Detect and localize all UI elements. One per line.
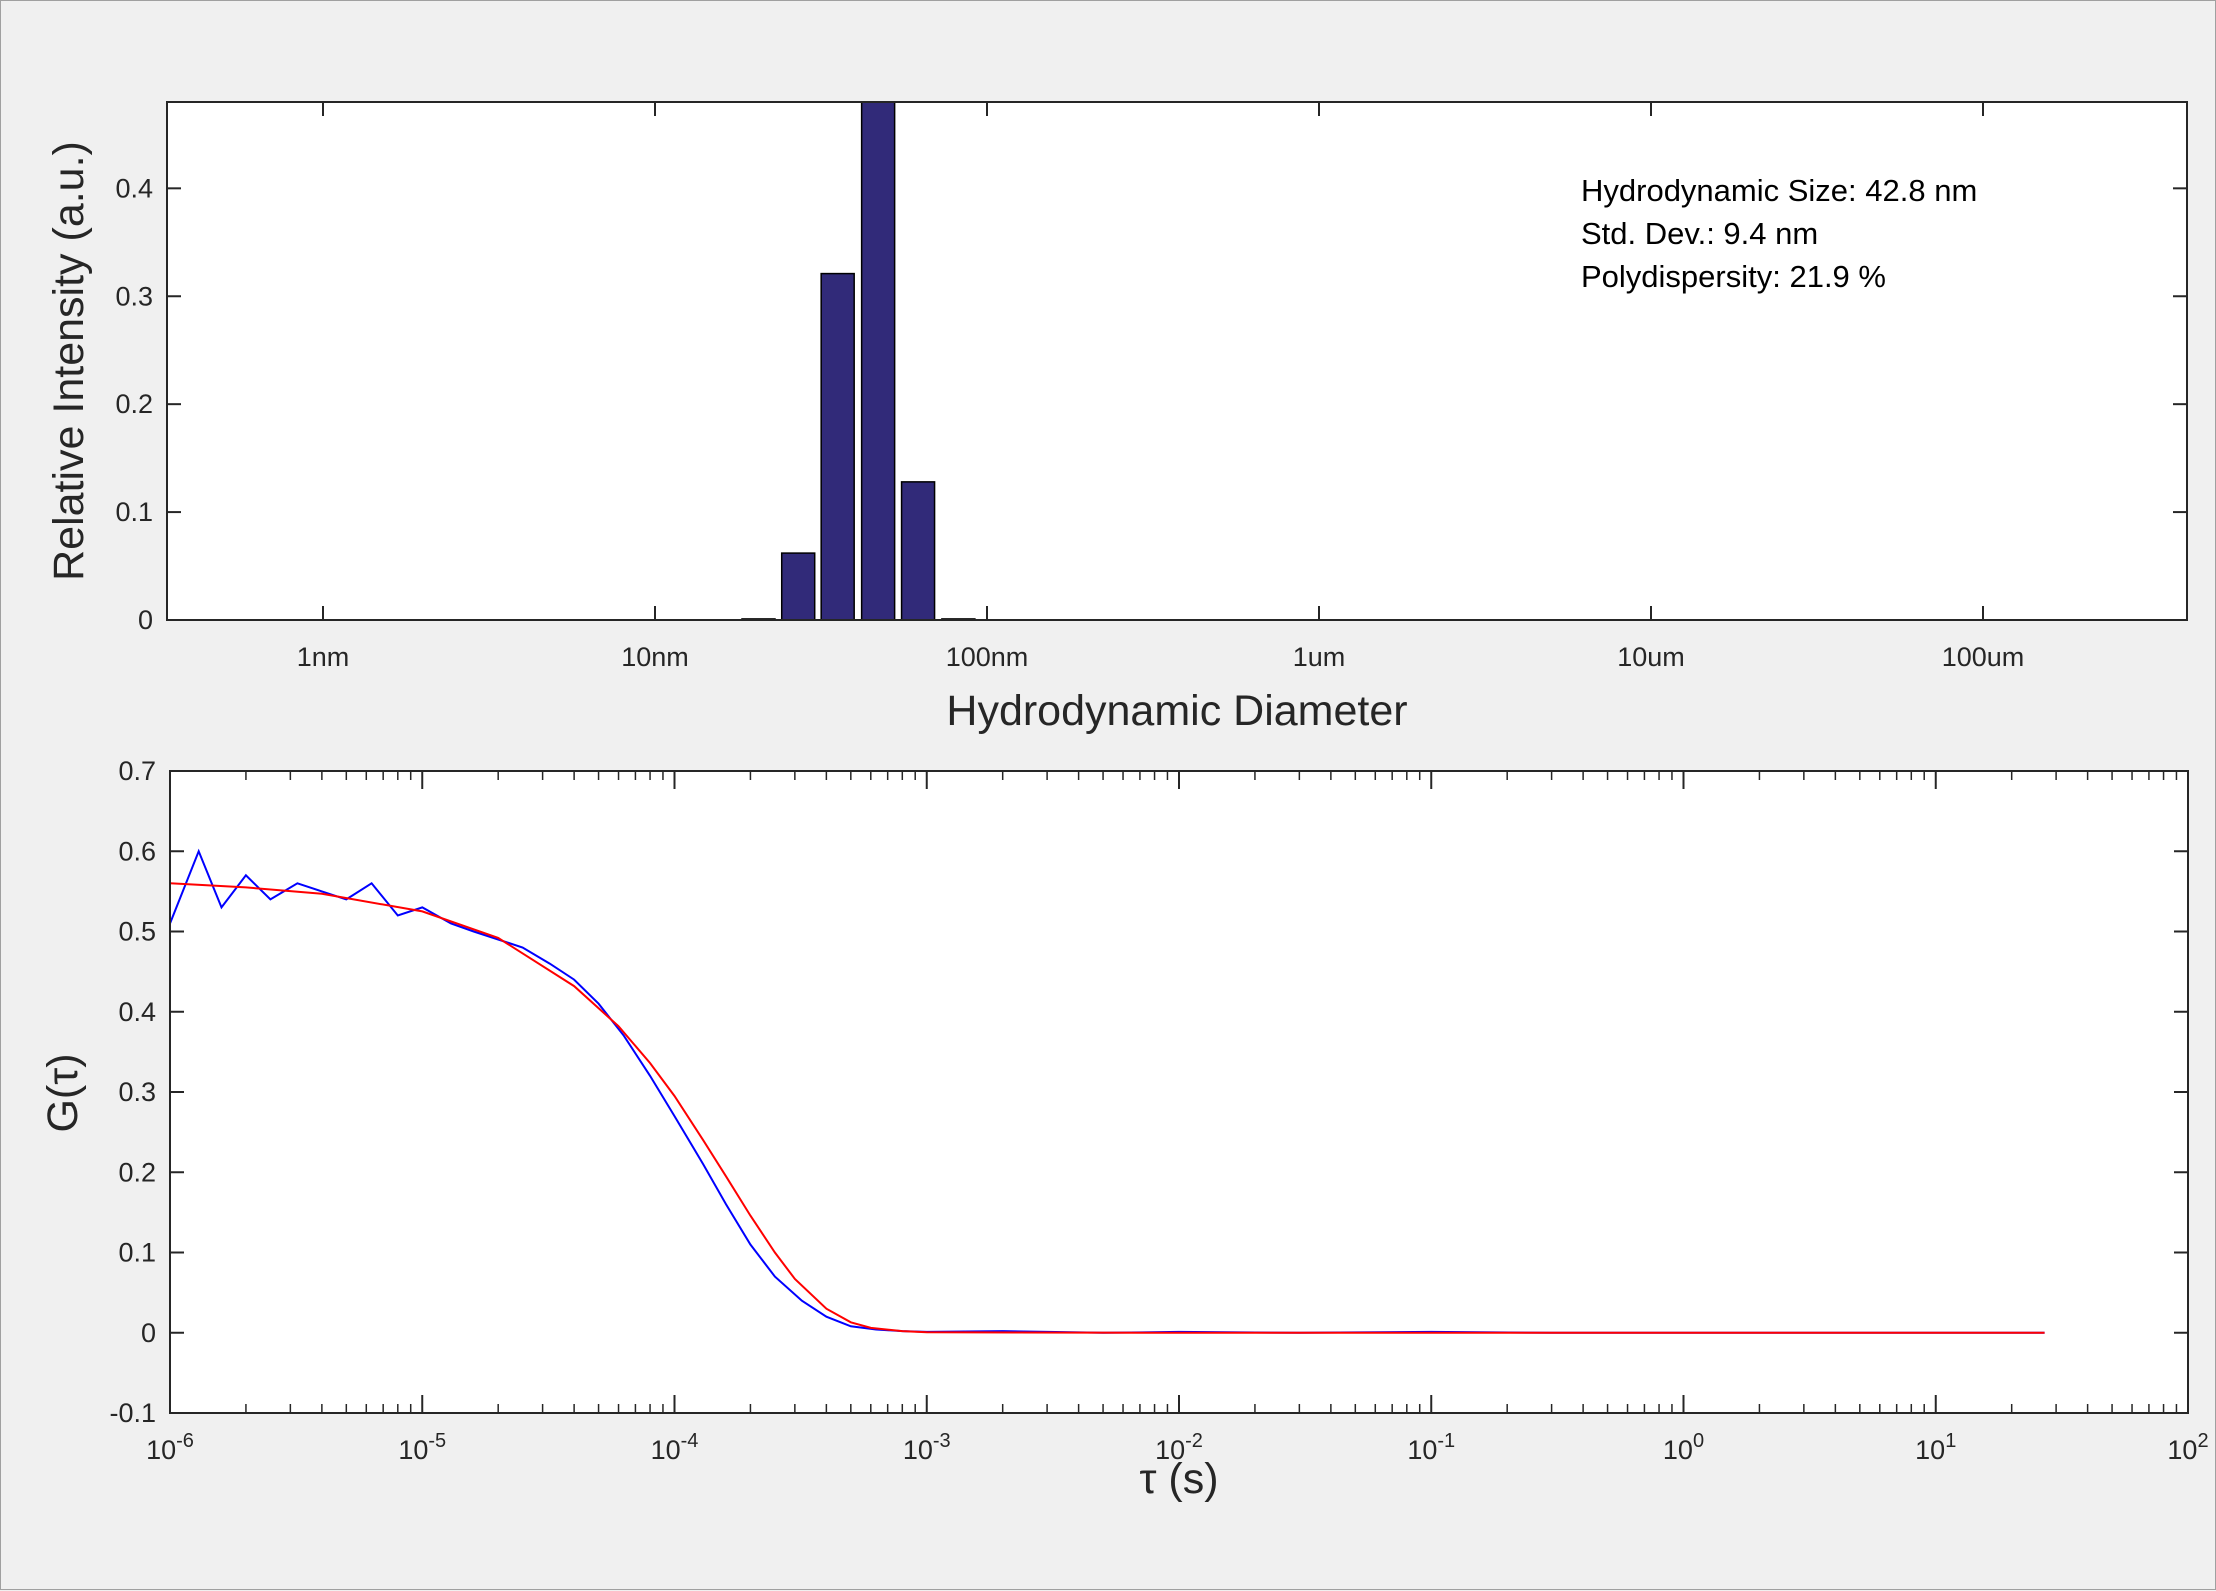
y-tick-label: -0.1	[109, 1398, 156, 1428]
size-distribution-axes: 0 0.1 0.2 0.3 0.4 1nm 10nm 100nm 1um 10um 100um Hy…	[45, 101, 2188, 735]
x-tick-label: 10-1	[1407, 1430, 1455, 1465]
x-tick-label: 100um	[1942, 642, 2025, 672]
x-tick-label: 101	[1915, 1430, 1956, 1465]
correlation-axes: -0.1 0 0.1 0.2 0.3 0.4 0.5 0.6 0.7 10-6 10-5 10-4 10…	[39, 756, 2209, 1503]
fit-curve	[169, 882, 2045, 1334]
x-tick-label: 10-2	[1155, 1430, 1203, 1465]
y-tick-label: 0.4	[115, 173, 153, 203]
g-tau-y-axis-label: G(τ)	[39, 1053, 87, 1132]
x-tick-label: 10um	[1617, 642, 1685, 672]
size-distribution-plot-area	[167, 102, 2187, 620]
hydrodynamic-size-text: Hydrodynamic Size: 42.8 nm	[1581, 173, 1977, 208]
x-tick-label: 100	[1663, 1430, 1704, 1465]
y-tick-label: 0	[138, 605, 153, 635]
y-tick-label: 0.5	[118, 917, 156, 947]
correlation-plot-area	[170, 771, 2188, 1413]
x-tick-label: 1um	[1293, 642, 1346, 672]
correlation-ticks: -0.1 0 0.1 0.2 0.3 0.4 0.5 0.6 0.7 10-6 10-5 10-4 10…	[109, 756, 2208, 1465]
size-bar	[780, 552, 816, 621]
size-bar	[860, 101, 896, 621]
size-distribution-axes-box	[166, 101, 2188, 621]
correlation-curves	[169, 848, 2045, 1334]
y-tick-label: 0.1	[118, 1238, 156, 1268]
polydispersity-text: Polydispersity: 21.9 %	[1581, 259, 1886, 294]
std-dev-text: Std. Dev.: 9.4 nm	[1581, 216, 1818, 251]
x-tick-label: 100nm	[946, 642, 1029, 672]
y-tick-label: 0.7	[118, 756, 156, 786]
y-tick-label: 0.6	[118, 836, 156, 866]
x-tick-label: 102	[2167, 1430, 2208, 1465]
tau-x-axis-label: τ (s)	[1139, 1455, 1218, 1503]
x-tick-label: 10-6	[146, 1430, 194, 1465]
x-tick-label: 10-5	[398, 1430, 446, 1465]
y-tick-label: 0.2	[115, 389, 153, 419]
y-tick-label: 0.3	[118, 1077, 156, 1107]
size-distribution-ticks: 0 0.1 0.2 0.3 0.4 1nm 10nm 100nm 1um 10um 100um	[115, 102, 2187, 672]
size-y-axis-label: Relative Intensity (a.u.)	[45, 141, 93, 581]
x-tick-label: 1nm	[297, 642, 350, 672]
x-tick-label: 10-4	[651, 1430, 699, 1465]
y-tick-label: 0.4	[118, 997, 156, 1027]
size-bar	[820, 272, 855, 621]
y-tick-label: 0.1	[115, 497, 153, 527]
size-bar	[900, 481, 936, 621]
y-tick-label: 0.3	[115, 281, 153, 311]
y-tick-label: 0.2	[118, 1157, 156, 1187]
size-statistics-annotation: Hydrodynamic Size: 42.8 nm Std. Dev.: 9.…	[1581, 173, 1977, 294]
correlation-axes-box	[169, 770, 2189, 1414]
y-tick-label: 0	[141, 1318, 156, 1348]
size-x-axis-label: Hydrodynamic Diameter	[946, 687, 1407, 735]
x-tick-label: 10-3	[903, 1430, 951, 1465]
x-tick-label: 10nm	[621, 642, 689, 672]
